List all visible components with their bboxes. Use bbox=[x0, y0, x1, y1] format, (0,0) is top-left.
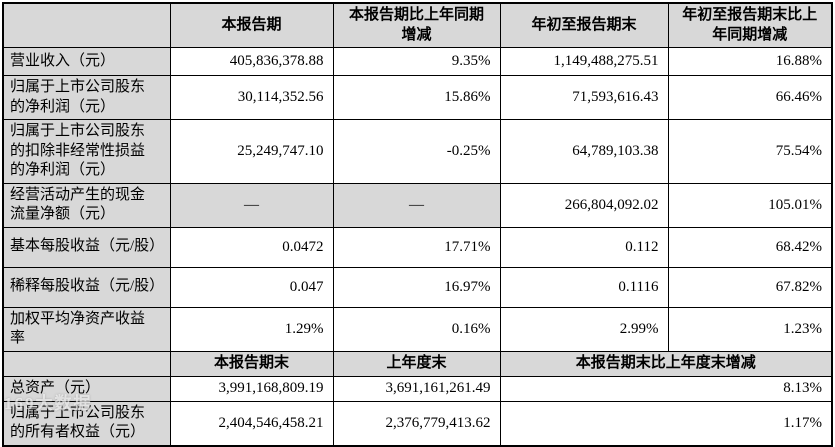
value-cell: 64,789,103.38 bbox=[499, 119, 669, 184]
value-cell: 1,149,488,275.51 bbox=[499, 47, 669, 76]
corner-cell bbox=[2, 2, 171, 48]
col-header-ytd: 年初至报告期末 bbox=[499, 2, 669, 48]
value-cell: 266,804,092.02 bbox=[499, 182, 669, 228]
value-cell: 9.35% bbox=[332, 47, 501, 76]
value-cell: 0.112 bbox=[499, 226, 669, 268]
corner-cell bbox=[2, 350, 171, 377]
col-header-period-end: 本报告期末 bbox=[169, 350, 334, 377]
value-cell: 17.71% bbox=[332, 226, 501, 268]
col-header-period-end-change: 本报告期末比上年度末增减 bbox=[499, 350, 833, 377]
value-cell-dash: — bbox=[332, 182, 501, 228]
table-row-owners-equity: 归属于上市公司股东的所有者权益（元） 2,404,546,458.21 2,37… bbox=[2, 400, 833, 446]
value-cell-dash: — bbox=[169, 182, 334, 228]
value-cell: 3,691,161,261.49 bbox=[332, 375, 501, 402]
value-cell: 66.46% bbox=[667, 75, 833, 120]
table-row-operating-cash-flow: 经营活动产生的现金流量净额（元） — — 266,804,092.02 105.… bbox=[2, 182, 833, 228]
value-cell: 0.1116 bbox=[499, 266, 669, 308]
col-header-ytd-yoy-change: 年初至报告期末比上年同期增减 bbox=[667, 2, 833, 48]
value-cell: 105.01% bbox=[667, 182, 833, 228]
table-row-weighted-avg-roe: 加权平均净资产收益率 1.29% 0.16% 2.99% 1.23% bbox=[2, 306, 833, 352]
table-row-basic-eps: 基本每股收益（元/股） 0.0472 17.71% 0.112 68.42% bbox=[2, 226, 833, 268]
value-cell: 3,991,168,809.19 bbox=[169, 375, 334, 402]
value-cell: 1.23% bbox=[667, 306, 833, 352]
value-cell: 0.0472 bbox=[169, 226, 334, 268]
value-cell: 8.13% bbox=[499, 375, 833, 402]
table-row-net-profit-excl-nonrecurring: 归属于上市公司股东的扣除非经常性损益的净利润（元） 25,249,747.10 … bbox=[2, 119, 833, 184]
row-label-owners-equity: 归属于上市公司股东的所有者权益（元） bbox=[2, 400, 171, 446]
value-cell: 75.54% bbox=[667, 119, 833, 184]
value-cell: 2,376,779,413.62 bbox=[332, 400, 501, 446]
value-cell: 15.86% bbox=[332, 75, 501, 120]
row-label-revenue: 营业收入（元） bbox=[2, 47, 171, 76]
row-label-net-profit: 归属于上市公司股东的净利润（元） bbox=[2, 75, 171, 120]
value-cell: -0.25% bbox=[332, 119, 501, 184]
top-header-row: 本报告期 本报告期比上年同期增减 年初至报告期末 年初至报告期末比上年同期增减 bbox=[2, 2, 833, 48]
row-label-net-profit-excl-nonrecurring: 归属于上市公司股东的扣除非经常性损益的净利润（元） bbox=[2, 119, 171, 184]
col-header-yoy-change: 本报告期比上年同期增减 bbox=[332, 2, 501, 48]
value-cell: 0.16% bbox=[332, 306, 501, 352]
value-cell: 16.88% bbox=[667, 47, 833, 76]
value-cell: 2.99% bbox=[499, 306, 669, 352]
row-label-diluted-eps: 稀释每股收益（元/股） bbox=[2, 266, 171, 308]
table-row-total-assets: 总资产（元） 3,991,168,809.19 3,691,161,261.49… bbox=[2, 375, 833, 402]
col-header-prior-year-end: 上年度末 bbox=[332, 350, 501, 377]
table-row-net-profit: 归属于上市公司股东的净利润（元） 30,114,352.56 15.86% 71… bbox=[2, 75, 833, 120]
value-cell: 2,404,546,458.21 bbox=[169, 400, 334, 446]
col-header-current-period: 本报告期 bbox=[169, 2, 334, 48]
bottom-header-row: 本报告期末 上年度末 本报告期末比上年度末增减 bbox=[2, 350, 833, 377]
table-row-diluted-eps: 稀释每股收益（元/股） 0.047 16.97% 0.1116 67.82% bbox=[2, 266, 833, 308]
value-cell: 0.047 bbox=[169, 266, 334, 308]
value-cell: 67.82% bbox=[667, 266, 833, 308]
value-cell: 405,836,378.88 bbox=[169, 47, 334, 76]
value-cell: 1.17% bbox=[499, 400, 833, 446]
row-label-operating-cash-flow: 经营活动产生的现金流量净额（元） bbox=[2, 182, 171, 228]
value-cell: 30,114,352.56 bbox=[169, 75, 334, 120]
row-label-basic-eps: 基本每股收益（元/股） bbox=[2, 226, 171, 268]
value-cell: 25,249,747.10 bbox=[169, 119, 334, 184]
row-label-total-assets: 总资产（元） bbox=[2, 375, 171, 402]
table-row-revenue: 营业收入（元） 405,836,378.88 9.35% 1,149,488,2… bbox=[2, 47, 833, 76]
value-cell: 68.42% bbox=[667, 226, 833, 268]
value-cell: 71,593,616.43 bbox=[499, 75, 669, 120]
value-cell: 1.29% bbox=[169, 306, 334, 352]
value-cell: 16.97% bbox=[332, 266, 501, 308]
row-label-weighted-avg-roe: 加权平均净资产收益率 bbox=[2, 306, 171, 352]
